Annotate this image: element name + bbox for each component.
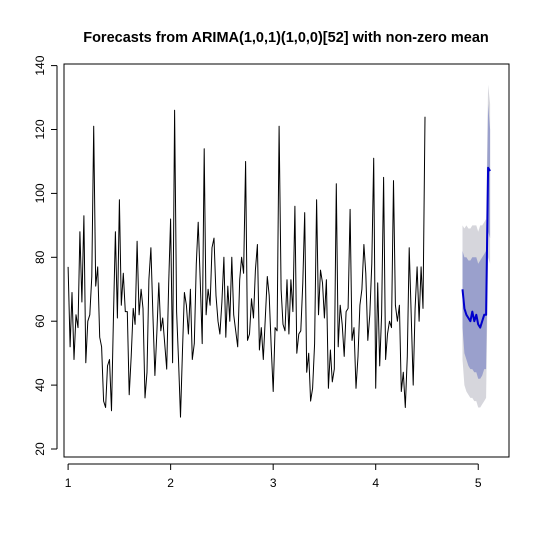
y-tick-label: 40 bbox=[33, 378, 47, 392]
series-lines bbox=[67, 109, 491, 418]
chart-title: Forecasts from ARIMA(1,0,1)(1,0,0)[52] w… bbox=[83, 30, 489, 46]
x-tick-label: 1 bbox=[65, 476, 72, 490]
x-tick-label: 4 bbox=[372, 476, 379, 490]
y-tick-label: 80 bbox=[33, 250, 47, 264]
interval-80-band bbox=[462, 103, 491, 379]
x-tick-label: 2 bbox=[167, 476, 174, 490]
x-axis: 1 2 3 4 5 bbox=[65, 463, 482, 490]
forecast-line bbox=[461, 166, 491, 329]
y-tick-label: 120 bbox=[33, 119, 47, 139]
x-tick-label: 5 bbox=[475, 476, 482, 490]
plot-frame bbox=[63, 63, 510, 458]
y-axis: 20 40 60 80 100 120 140 bbox=[33, 55, 58, 456]
y-tick-label: 100 bbox=[33, 183, 47, 203]
y-tick-label: 60 bbox=[33, 314, 47, 328]
y-tick-label: 140 bbox=[33, 55, 47, 75]
x-tick-label: 3 bbox=[270, 476, 277, 490]
y-tick-label: 20 bbox=[33, 442, 47, 456]
history-line bbox=[67, 109, 426, 418]
prediction-intervals bbox=[462, 84, 491, 408]
